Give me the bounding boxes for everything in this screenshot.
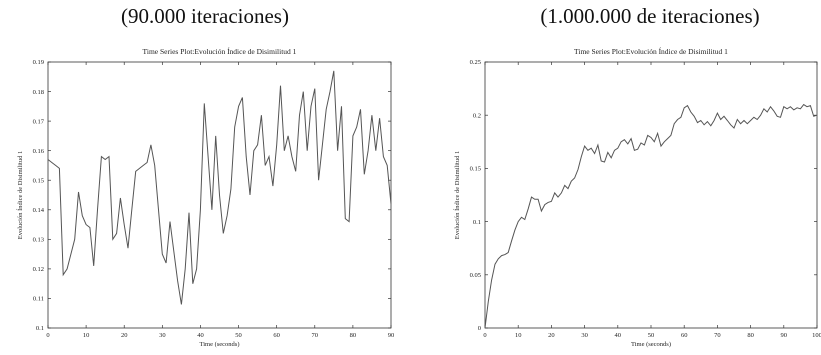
y-axis-label: Evolución Índice de Disimilitud 1 (16, 151, 24, 239)
x-tick-label: 40 (615, 332, 622, 339)
x-tick-label: 20 (548, 332, 555, 339)
y-tick-label: 0.14 (33, 207, 45, 214)
x-tick-label: 70 (312, 332, 319, 339)
x-tick-label: 20 (121, 332, 128, 339)
series-line (484, 103, 818, 329)
x-tick-label: 80 (747, 332, 754, 339)
y-tick-label: 0.16 (33, 148, 45, 155)
y-tick-label: 0.05 (470, 272, 481, 279)
y-tick-label: 0.18 (33, 89, 44, 96)
x-tick-label: 40 (197, 332, 204, 339)
series-line (47, 70, 392, 305)
x-tick-label: 30 (581, 332, 588, 339)
plot-frame (484, 61, 818, 329)
x-tick-label: 50 (235, 332, 242, 339)
chart-title: Time Series Plot:Evolución Índice de Dis… (574, 46, 728, 56)
chart-title: Time Series Plot:Evolución Índice de Dis… (143, 46, 297, 56)
x-axis-label: Time (seconds) (199, 341, 239, 348)
plot-frame (47, 61, 392, 329)
x-tick-label: 30 (159, 332, 166, 339)
x-tick-label: 10 (83, 332, 90, 339)
x-tick-label: 50 (648, 332, 655, 339)
chart-left: Time Series Plot:Evolución Índice de Dis… (16, 46, 395, 348)
x-tick-label: 0 (46, 332, 49, 339)
x-tick-label: 80 (350, 332, 357, 339)
x-tick-label: 0 (483, 332, 486, 339)
y-tick-label: 0.15 (33, 177, 44, 184)
x-tick-label: 60 (273, 332, 280, 339)
x-tick-label: 90 (388, 332, 395, 339)
y-tick-label: 0.12 (33, 266, 44, 273)
y-tick-label: 0.19 (33, 59, 44, 66)
y-tick-label: 0.15 (470, 166, 481, 173)
x-tick-label: 70 (714, 332, 721, 339)
x-tick-label: 60 (681, 332, 688, 339)
caption-right: (1.000.000 de iteraciones) (540, 4, 760, 28)
y-tick-label: 0 (478, 325, 481, 332)
x-tick-label: 90 (781, 332, 788, 339)
chart-right: Time Series Plot:Evolución Índice de Dis… (453, 46, 821, 348)
x-axis-label: Time (seconds) (631, 341, 671, 348)
y-tick-label: 0.2 (473, 112, 481, 119)
y-tick-label: 0.1 (473, 219, 481, 226)
y-tick-label: 0.25 (470, 59, 481, 66)
y-axis-label: Evolución Índice de Disimilitud 1 (453, 151, 461, 239)
y-tick-label: 0.13 (33, 237, 44, 244)
caption-left: (90.000 iteraciones) (121, 4, 289, 28)
x-tick-label: 10 (515, 332, 522, 339)
x-tick-label: 100 (812, 332, 821, 339)
y-tick-label: 0.11 (33, 296, 44, 303)
y-tick-label: 0.17 (33, 118, 45, 125)
y-tick-label: 0.1 (36, 325, 44, 332)
